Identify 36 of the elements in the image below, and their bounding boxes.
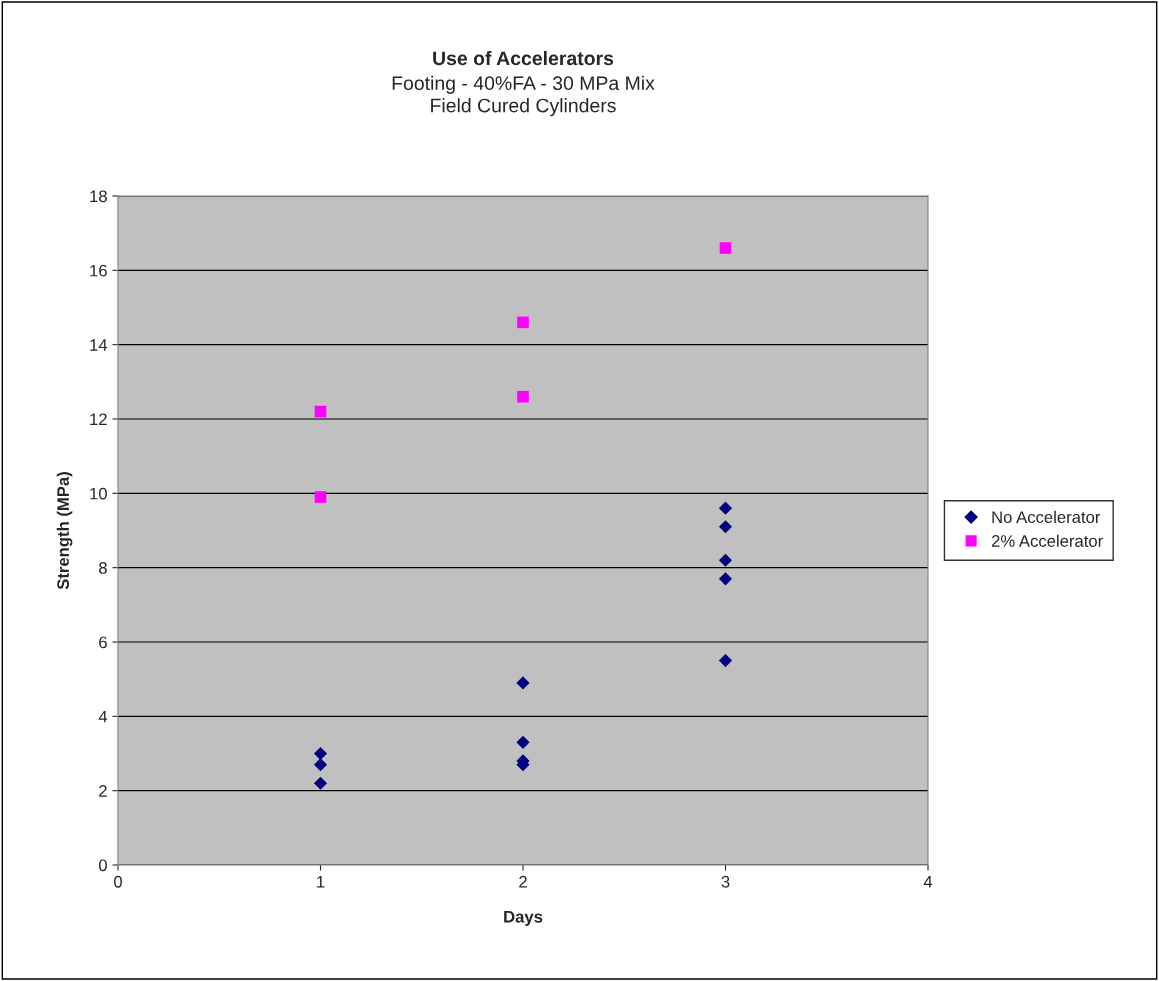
point (516, 735, 530, 749)
y-tick-label: 4 (98, 710, 108, 723)
x-tick-label: 1 (317, 876, 325, 888)
point (313, 776, 328, 790)
legend-label: 2% Accelerator (991, 534, 1103, 547)
x-axis-title: Days (504, 911, 543, 926)
y-tick-label: 2 (99, 785, 107, 797)
y-tick-label: 6 (99, 636, 107, 649)
y-axis-title: Strength (MPa) (56, 472, 73, 590)
point (314, 491, 327, 503)
legend-label: No Accelerator (992, 510, 1101, 524)
point (517, 390, 529, 403)
point (719, 242, 732, 254)
y-tick-label: 8 (99, 562, 107, 574)
point (314, 405, 327, 418)
point (718, 553, 733, 567)
point (313, 746, 328, 761)
point (517, 316, 529, 329)
chart-subtitle: Footing - 40%FA - 30 MPa Mix Field Cured Cylinders (392, 75, 655, 117)
point (516, 676, 530, 690)
y-tick-label: 14 (90, 339, 108, 351)
point (313, 758, 328, 772)
x-tick-label: 2 (519, 875, 527, 888)
point (718, 572, 733, 586)
y-tick-label: 12 (90, 413, 107, 426)
point (718, 654, 733, 668)
x-tick-label: 0 (114, 875, 122, 888)
y-tick-label: 0 (98, 859, 107, 872)
point (718, 520, 733, 534)
y-tick-label: 16 (90, 264, 107, 277)
chart-title: Use of Accelerators (433, 50, 614, 66)
x-tick-label: 4 (923, 876, 933, 888)
point (718, 501, 733, 515)
x-tick-label: 3 (721, 875, 730, 888)
y-tick-label: 18 (90, 190, 107, 203)
y-tick-label: 10 (90, 487, 107, 500)
